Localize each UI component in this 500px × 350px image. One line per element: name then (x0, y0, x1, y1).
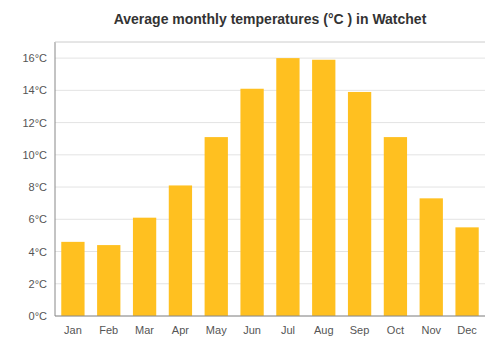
x-tick-label: Jun (243, 324, 261, 336)
grid-line (55, 58, 485, 59)
chart-svg: 0°C 2°C 4°C 6°C 8°C 10°C 12°C 14°C 16°C Jan Feb Mar… (0, 0, 500, 350)
bar (420, 198, 443, 316)
x-tick-label: Jul (281, 324, 295, 336)
x-tick-label: Oct (387, 324, 404, 336)
bar (133, 218, 156, 316)
bar (348, 92, 371, 316)
x-tick-label: Aug (314, 324, 334, 336)
x-tick-label: Sep (350, 324, 370, 336)
y-tick-label: 16°C (22, 52, 47, 64)
bar (205, 137, 228, 316)
bar (97, 245, 120, 316)
y-tick-label: 14°C (22, 84, 47, 96)
bars (61, 58, 478, 316)
bar (169, 185, 192, 316)
y-tick-label: 0°C (29, 310, 48, 322)
y-tick-label: 10°C (22, 149, 47, 161)
y-tick-label: 12°C (22, 117, 47, 129)
x-axis-line (55, 316, 485, 317)
grid-line (55, 187, 485, 188)
grid (55, 58, 485, 316)
bar (240, 89, 263, 316)
bar (276, 58, 299, 316)
grid-line (55, 316, 485, 317)
grid-line (55, 154, 485, 155)
bar (455, 227, 478, 316)
grid-line (55, 90, 485, 91)
x-tick-label: Apr (172, 324, 189, 336)
x-tick-label: Dec (457, 324, 477, 336)
x-tick-label: Mar (135, 324, 154, 336)
bar (384, 137, 407, 316)
chart-title: Average monthly temperatures (°C ) in Wa… (114, 11, 427, 27)
y-axis-line (55, 42, 56, 316)
y-tick-label: 8°C (29, 181, 48, 193)
y-tick-label: 6°C (29, 213, 48, 225)
plot-frame-top (55, 42, 485, 43)
x-tick-label: May (206, 324, 227, 336)
bar (312, 60, 335, 316)
chart-container: 0°C 2°C 4°C 6°C 8°C 10°C 12°C 14°C 16°C Jan Feb Mar… (0, 0, 500, 350)
bar (61, 242, 84, 316)
x-tick-label: Feb (99, 324, 118, 336)
x-tick-label: Jan (64, 324, 82, 336)
y-tick-label: 2°C (29, 278, 48, 290)
x-tick-label: Nov (421, 324, 441, 336)
y-tick-label: 4°C (29, 246, 48, 258)
grid-line (55, 122, 485, 123)
